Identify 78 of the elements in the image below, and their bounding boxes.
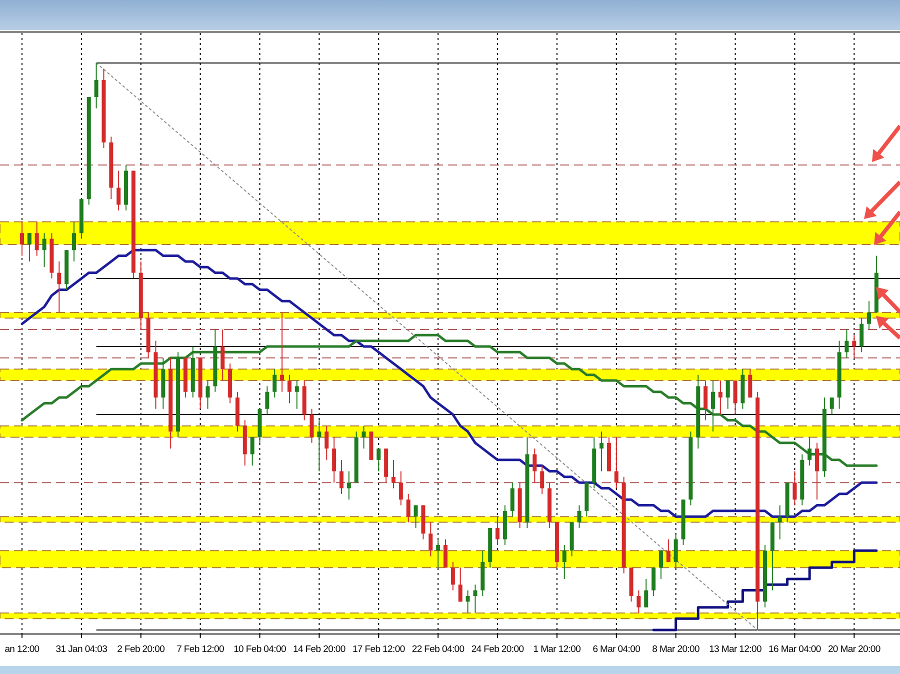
x-tick-label: 2 Feb 20:00 <box>117 644 165 655</box>
candlestick <box>287 374 292 404</box>
candlestick <box>644 578 648 608</box>
candlestick <box>406 493 410 523</box>
candlestick <box>710 380 715 432</box>
candlestick <box>674 533 678 568</box>
candlestick <box>614 436 618 489</box>
x-tick-label: 31 Jan 04:03 <box>56 644 108 655</box>
candlestick <box>510 482 514 518</box>
candlestick <box>844 328 849 358</box>
candlestick <box>748 368 752 398</box>
candlestick <box>473 584 478 614</box>
x-tick-label: 17 Feb 12:00 <box>352 644 405 655</box>
candlestick <box>72 221 76 262</box>
candlestick <box>636 590 641 614</box>
candlestick <box>42 232 46 268</box>
candlestick <box>27 232 32 262</box>
candlestick <box>436 538 440 568</box>
candlestick <box>726 380 730 410</box>
candlestick <box>280 312 284 392</box>
x-tick-label: 7 Feb 12:00 <box>176 644 224 655</box>
candlestick <box>458 567 462 602</box>
candlestick <box>294 380 299 410</box>
candlestick <box>414 504 418 528</box>
candlestick <box>376 448 381 472</box>
x-tick-label: 14 Feb 20:00 <box>293 644 346 655</box>
candlestick <box>540 465 544 494</box>
candlestick <box>815 442 820 500</box>
candlestick <box>324 425 329 460</box>
candlestick <box>652 567 656 596</box>
candlestick <box>116 170 121 211</box>
candlestick <box>718 380 722 416</box>
candlestick <box>852 334 856 358</box>
x-tick-label: 8 Mar 20:00 <box>652 644 700 655</box>
candlestick <box>428 522 433 557</box>
candlestick <box>317 420 322 472</box>
candlestick <box>20 221 24 256</box>
candlestick <box>466 590 470 614</box>
candlestick <box>792 470 797 506</box>
candlestick <box>860 318 864 353</box>
candlestick <box>577 504 582 528</box>
candlestick <box>265 386 270 416</box>
candlestick <box>658 550 663 580</box>
x-tick-label: 13 Mar 12:00 <box>709 644 762 655</box>
candlestick <box>496 516 500 546</box>
candlestick <box>562 544 566 580</box>
candlestick <box>310 408 314 444</box>
x-tick-label: 24 Feb 20:00 <box>471 644 524 655</box>
candlestick <box>206 380 210 410</box>
candlestick <box>339 459 344 494</box>
candlestick <box>362 425 366 450</box>
candlestick <box>666 538 670 562</box>
candlestick <box>272 368 277 398</box>
x-tick-label: 1 Mar 12:00 <box>533 644 581 655</box>
x-tick-label: an 12:00 <box>4 644 40 655</box>
x-tick-label: 20 Mar 20:00 <box>828 644 880 655</box>
candlestick <box>392 459 396 489</box>
candlestick <box>600 431 604 472</box>
candlestick <box>733 380 738 416</box>
candlestick <box>34 221 39 256</box>
candlestick <box>94 62 98 109</box>
x-tick-label: 22 Feb 04:00 <box>412 644 464 655</box>
candlestick <box>704 380 708 421</box>
x-tick-label: 6 Mar 04:00 <box>592 644 640 655</box>
candlestick <box>830 397 834 416</box>
candlestick <box>778 504 782 540</box>
candlestick <box>346 470 351 500</box>
candlestick <box>444 538 448 568</box>
candlestick <box>220 328 225 382</box>
candlestick <box>450 561 455 591</box>
candlestick <box>250 436 254 466</box>
candlestick <box>867 300 872 330</box>
candlestick <box>332 436 336 484</box>
candlestick <box>57 260 62 313</box>
candlestick <box>532 448 537 484</box>
candlestick <box>398 470 403 506</box>
x-tick-label: 10 Feb 04:00 <box>234 644 286 655</box>
x-tick-label: 16 Mar 04:00 <box>768 644 821 655</box>
